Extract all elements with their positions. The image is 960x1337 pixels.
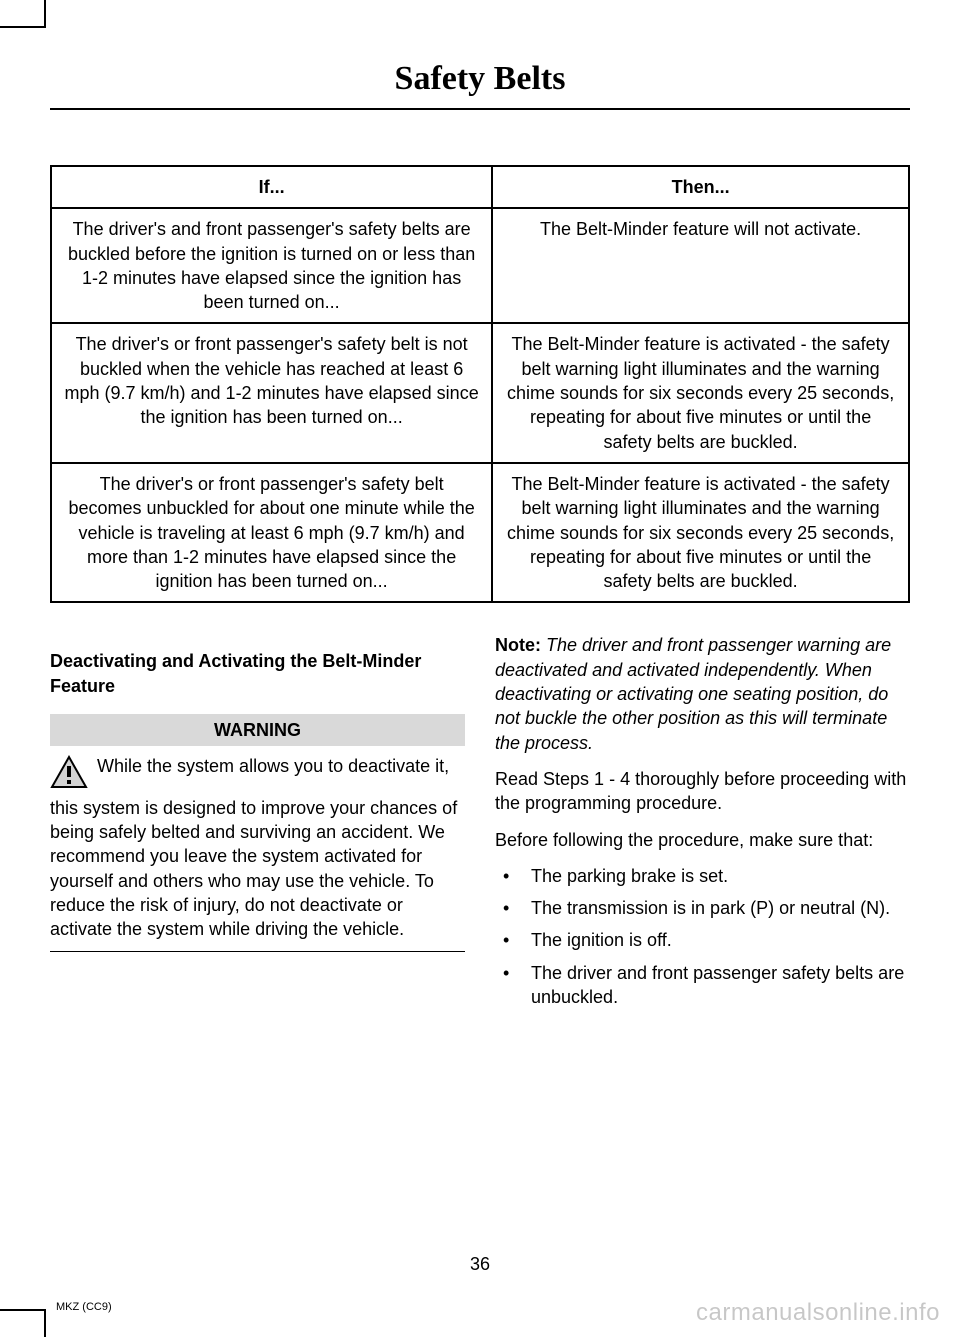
table-row: The driver's or front passenger's safety… [51, 323, 909, 462]
list-item: The parking brake is set. [495, 864, 910, 888]
prerequisite-list: The parking brake is set. The transmissi… [495, 864, 910, 1009]
table-header-if: If... [51, 166, 492, 208]
footer-code: MKZ (CC9) [56, 1301, 112, 1313]
table-cell-then: The Belt-Minder feature is activated - t… [492, 463, 909, 602]
table-cell-if: The driver's or front passenger's safety… [51, 323, 492, 462]
warning-block: While the system allows you to deactivat… [50, 754, 465, 952]
page-number: 36 [0, 1254, 960, 1275]
table-cell-then: The Belt-Minder feature is activated - t… [492, 323, 909, 462]
list-item: The driver and front passenger safety be… [495, 961, 910, 1010]
note-paragraph: Note: The driver and front passenger war… [495, 633, 910, 754]
table-cell-then: The Belt-Minder feature will not activat… [492, 208, 909, 323]
left-column: Deactivating and Activating the Belt-Min… [50, 633, 465, 1017]
page-title: Safety Belts [50, 60, 910, 98]
table-cell-if: The driver's or front passenger's safety… [51, 463, 492, 602]
warning-label: WARNING [50, 714, 465, 746]
crop-mark-bottom-left [0, 1309, 46, 1337]
belt-minder-table: If... Then... The driver's and front pas… [50, 165, 910, 603]
deactivate-subheading: Deactivating and Activating the Belt-Min… [50, 649, 465, 698]
table-cell-if: The driver's and front passenger's safet… [51, 208, 492, 323]
note-body: The driver and front passenger warning a… [495, 635, 891, 752]
list-item: The transmission is in park (P) or neutr… [495, 896, 910, 920]
table-header-then: Then... [492, 166, 909, 208]
table-row: The driver's and front passenger's safet… [51, 208, 909, 323]
paragraph: Before following the procedure, make sur… [495, 828, 910, 852]
watermark: carmanualsonline.info [696, 1299, 940, 1327]
warning-text: While the system allows you to deactivat… [50, 756, 457, 939]
warning-triangle-icon [50, 755, 88, 795]
title-rule [50, 108, 910, 110]
body-columns: Deactivating and Activating the Belt-Min… [50, 633, 910, 1017]
note-label: Note: [495, 635, 541, 655]
paragraph: Read Steps 1 - 4 thoroughly before proce… [495, 767, 910, 816]
crop-mark-top-left [0, 0, 46, 28]
table-row: The driver's or front passenger's safety… [51, 463, 909, 602]
list-item: The ignition is off. [495, 928, 910, 952]
right-column: Note: The driver and front passenger war… [495, 633, 910, 1017]
